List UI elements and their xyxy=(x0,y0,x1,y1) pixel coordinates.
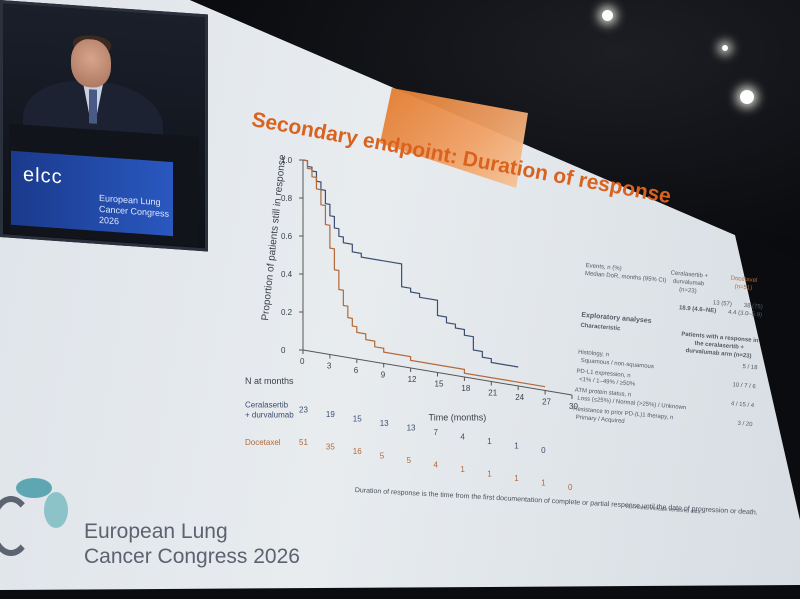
risk-value: 19 xyxy=(326,410,335,419)
elcc-logo-mark xyxy=(0,470,80,556)
risk-value: 5 xyxy=(380,452,385,461)
characteristic-label: PD-L1 expression, n <1% / 1–49% / ≥50% xyxy=(575,368,636,388)
characteristic-label: Characteristic xyxy=(580,322,621,333)
risk-value: 1 xyxy=(487,470,492,479)
x-tick-label: 6 xyxy=(354,366,359,375)
x-tick-label: 9 xyxy=(381,371,386,380)
characteristics-rows: Histology, n Squamous / non-squamous 5 / … xyxy=(572,349,758,437)
ceiling-light xyxy=(602,10,613,21)
characteristic-value: 10 / 7 / 6 xyxy=(732,382,756,391)
branding-line-2: Cancer Congress 2026 xyxy=(84,545,300,568)
x-tick-label: 3 xyxy=(327,362,332,371)
risk-value: 35 xyxy=(326,443,335,452)
risk-row-label: + durvalumab xyxy=(245,411,294,420)
y-tick-label: 0 xyxy=(281,346,286,355)
risk-value: 1 xyxy=(460,465,465,474)
risk-value: 1 xyxy=(487,437,492,446)
risk-value: 13 xyxy=(380,419,389,428)
table-col1-header: Ceralasertib + durvalumab (n=23) xyxy=(670,270,709,295)
x-tick-label: 0 xyxy=(300,357,305,366)
risk-row-label: Docetaxel xyxy=(245,438,281,447)
y-tick-label: 0.8 xyxy=(281,194,293,203)
ceiling-light xyxy=(722,45,728,51)
risk-value: 4 xyxy=(434,461,439,470)
characteristic-value: 3 / 20 xyxy=(737,420,753,429)
x-tick-label: 30 xyxy=(569,402,578,411)
x-tick-label: 24 xyxy=(515,393,524,402)
risk-value: 15 xyxy=(353,415,362,424)
logo-blob xyxy=(44,492,68,528)
results-table: Events, n (%) Median DoR, months (95% CI… xyxy=(572,262,766,440)
risk-value: 23 xyxy=(299,406,308,415)
km-curve-1 xyxy=(302,159,546,388)
risk-value: 0 xyxy=(568,483,573,492)
table-header-left: Events, n (%) Median DoR, months (95% CI… xyxy=(584,262,667,285)
risk-value: 0 xyxy=(541,446,546,455)
y-tick-label: 0.4 xyxy=(281,270,293,279)
characteristic-value: 5 / 18 xyxy=(742,364,758,372)
x-tick-label: 18 xyxy=(461,384,470,393)
x-tick-label: 27 xyxy=(542,398,551,407)
logo-blob xyxy=(0,496,32,556)
patients-header: Patients with a response in the ceralase… xyxy=(681,331,759,360)
risk-value: 1 xyxy=(514,442,519,451)
y-tick-label: 1.0 xyxy=(281,156,293,165)
characteristic-value: 4 / 15 / 4 xyxy=(730,401,755,410)
x-axis-title: Time (months) xyxy=(429,412,487,422)
x-tick-label: 15 xyxy=(435,380,444,389)
risk-value: 7 xyxy=(434,428,439,437)
table-col2-header: Docetaxel (n=51) xyxy=(730,275,758,292)
logo-blob xyxy=(16,478,52,498)
risk-value: 1 xyxy=(514,474,519,483)
x-tick-label: 12 xyxy=(408,375,417,384)
table-cell: 4.4 (3.0–5.9) xyxy=(727,309,763,319)
y-tick-label: 0.6 xyxy=(281,232,293,241)
risk-table-title: N at months xyxy=(245,376,294,386)
branding-line-1: European Lung xyxy=(84,520,228,543)
ceiling-light xyxy=(740,90,754,104)
risk-value: 4 xyxy=(460,433,465,442)
risk-row-label: Ceralasertib xyxy=(245,401,289,410)
risk-value: 13 xyxy=(407,424,416,433)
y-tick-label: 0.2 xyxy=(281,308,293,317)
risk-value: 1 xyxy=(541,479,546,488)
risk-value: 5 xyxy=(407,456,412,465)
x-tick-label: 21 xyxy=(488,389,497,398)
risk-value: 51 xyxy=(299,438,308,447)
risk-value: 16 xyxy=(353,447,362,456)
km-curve-0 xyxy=(302,159,519,368)
